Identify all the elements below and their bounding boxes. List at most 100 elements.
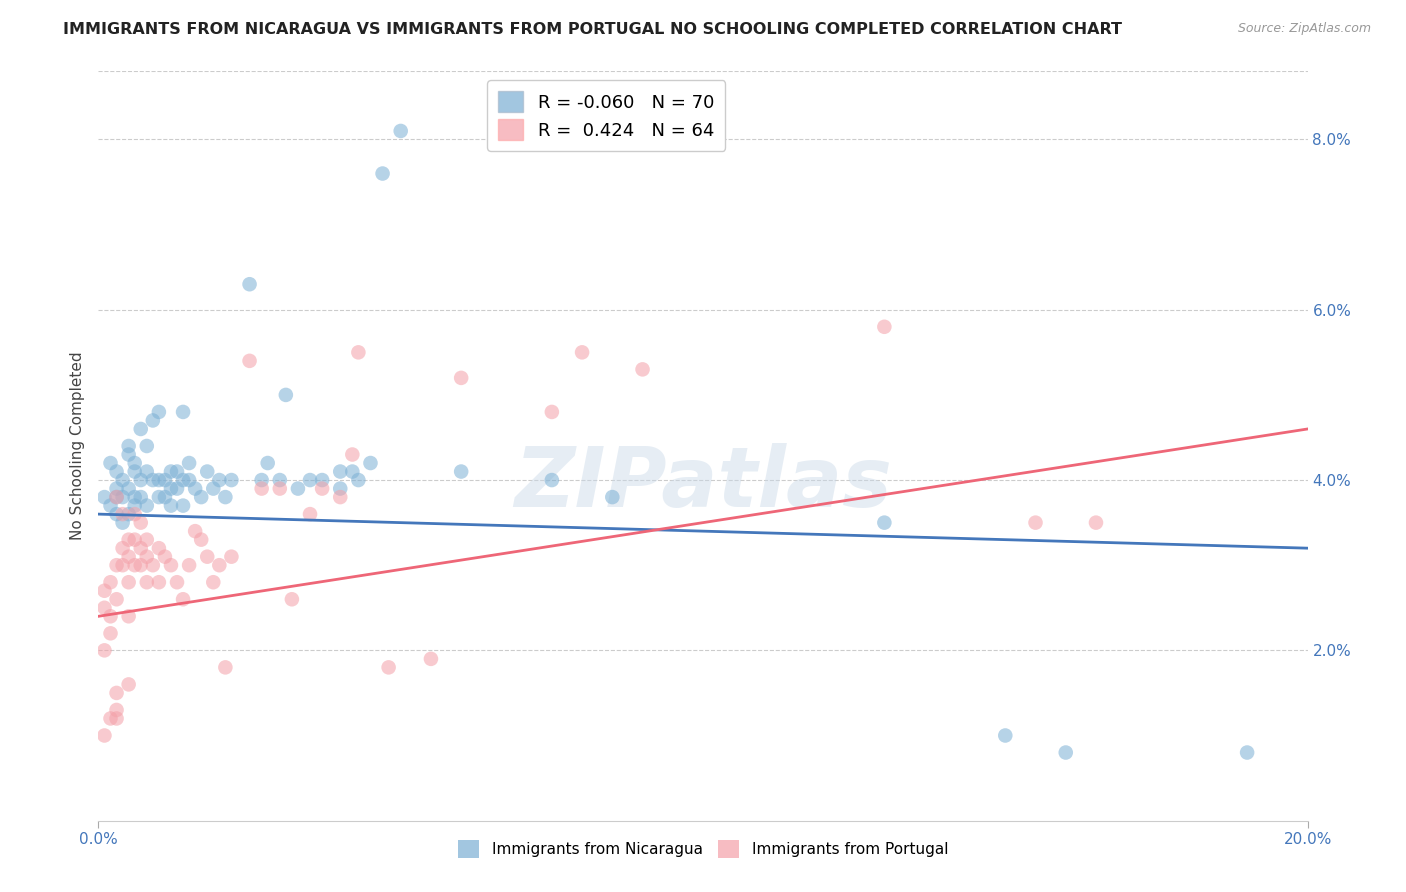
Point	[269, 482, 291, 496]
Point	[239, 277, 262, 292]
Point	[342, 448, 364, 462]
Point	[111, 473, 134, 487]
Point	[269, 473, 291, 487]
Point	[142, 413, 165, 427]
Point	[135, 575, 157, 590]
Point	[129, 516, 152, 530]
Point	[190, 533, 212, 547]
Point	[311, 482, 333, 496]
Point	[135, 465, 157, 479]
Point	[179, 473, 201, 487]
Point	[347, 345, 370, 359]
Point	[105, 507, 128, 521]
Point	[371, 167, 394, 181]
Point	[111, 490, 134, 504]
Point	[100, 499, 122, 513]
Point	[190, 490, 212, 504]
Point	[221, 473, 243, 487]
Point	[93, 643, 115, 657]
Point	[377, 660, 399, 674]
Point	[105, 465, 128, 479]
Point	[111, 541, 134, 556]
Point	[281, 592, 304, 607]
Point	[105, 482, 128, 496]
Point	[179, 456, 201, 470]
Point	[148, 575, 170, 590]
Point	[111, 516, 134, 530]
Point	[105, 703, 128, 717]
Point	[118, 575, 141, 590]
Point	[129, 473, 152, 487]
Point	[135, 499, 157, 513]
Point	[184, 524, 207, 538]
Point	[124, 499, 146, 513]
Point	[347, 473, 370, 487]
Point	[166, 465, 188, 479]
Point	[129, 558, 152, 573]
Point	[221, 549, 243, 564]
Text: ZIPatlas: ZIPatlas	[515, 443, 891, 524]
Point	[118, 507, 141, 521]
Point	[129, 490, 152, 504]
Point	[105, 490, 128, 504]
Point	[153, 490, 176, 504]
Point	[250, 482, 273, 496]
Point	[100, 575, 122, 590]
Point	[118, 677, 141, 691]
Point	[118, 482, 141, 496]
Point	[540, 473, 562, 487]
Point	[342, 465, 364, 479]
Point	[111, 507, 134, 521]
Point	[148, 541, 170, 556]
Point	[153, 549, 176, 564]
Point	[239, 354, 262, 368]
Point	[208, 558, 231, 573]
Point	[184, 482, 207, 496]
Point	[873, 516, 896, 530]
Point	[118, 533, 141, 547]
Point	[100, 711, 122, 725]
Point	[93, 600, 115, 615]
Point	[602, 490, 624, 504]
Point	[1024, 516, 1046, 530]
Point	[329, 465, 352, 479]
Point	[153, 473, 176, 487]
Point	[172, 499, 194, 513]
Point	[214, 660, 236, 674]
Point	[274, 388, 297, 402]
Point	[631, 362, 654, 376]
Text: IMMIGRANTS FROM NICARAGUA VS IMMIGRANTS FROM PORTUGAL NO SCHOOLING COMPLETED COR: IMMIGRANTS FROM NICARAGUA VS IMMIGRANTS …	[63, 22, 1122, 37]
Point	[124, 558, 146, 573]
Point	[129, 422, 152, 436]
Point	[100, 626, 122, 640]
Point	[1236, 746, 1258, 760]
Point	[124, 465, 146, 479]
Point	[311, 473, 333, 487]
Point	[124, 490, 146, 504]
Point	[142, 473, 165, 487]
Point	[148, 490, 170, 504]
Point	[93, 583, 115, 598]
Point	[571, 345, 593, 359]
Legend: Immigrants from Nicaragua, Immigrants from Portugal: Immigrants from Nicaragua, Immigrants fr…	[450, 832, 956, 865]
Point	[100, 456, 122, 470]
Point	[93, 490, 115, 504]
Y-axis label: No Schooling Completed: No Schooling Completed	[69, 351, 84, 541]
Point	[105, 686, 128, 700]
Point	[287, 482, 309, 496]
Point	[124, 456, 146, 470]
Point	[118, 549, 141, 564]
Point	[1085, 516, 1108, 530]
Point	[329, 482, 352, 496]
Point	[389, 124, 412, 138]
Point	[208, 473, 231, 487]
Point	[179, 558, 201, 573]
Point	[195, 465, 218, 479]
Point	[166, 482, 188, 496]
Point	[105, 592, 128, 607]
Point	[214, 490, 236, 504]
Point	[256, 456, 278, 470]
Point	[105, 490, 128, 504]
Point	[250, 473, 273, 487]
Point	[994, 729, 1017, 743]
